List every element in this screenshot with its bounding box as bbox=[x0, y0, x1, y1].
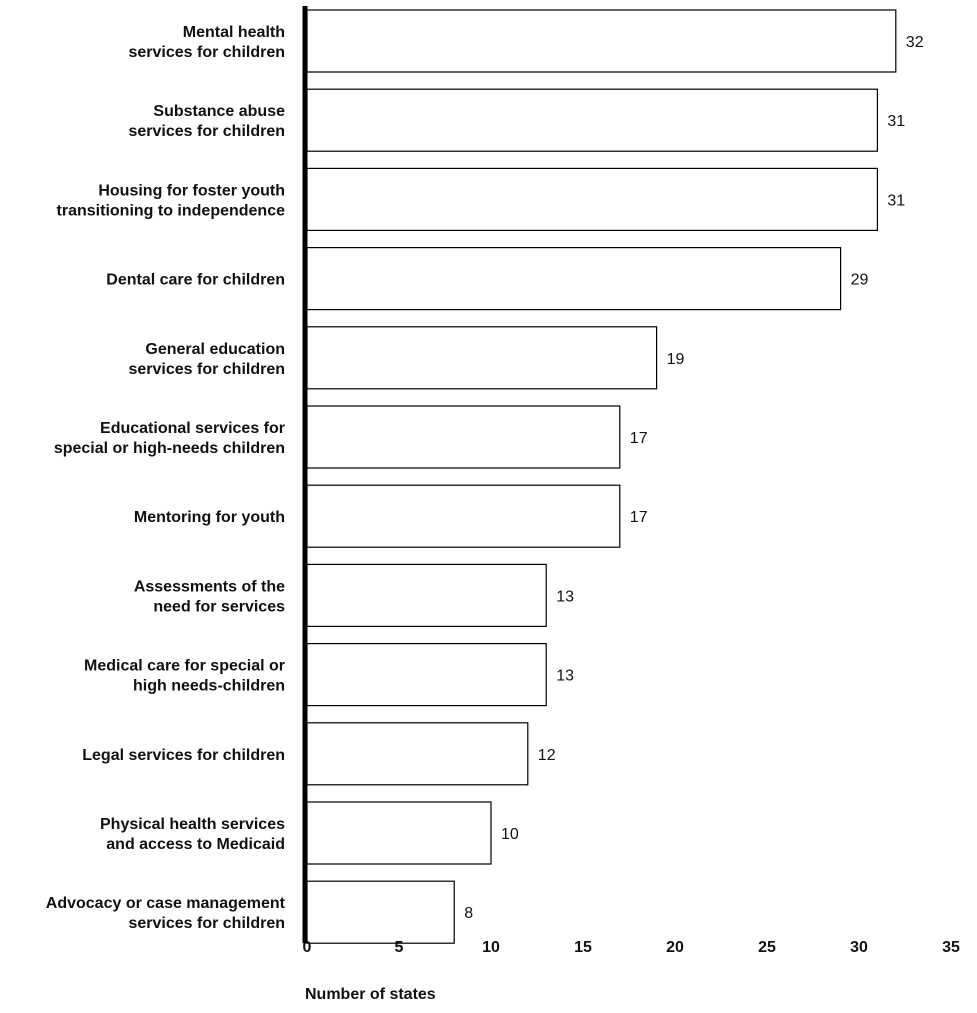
bar-value-label: 29 bbox=[851, 272, 869, 289]
x-tick-label: 20 bbox=[666, 939, 684, 956]
bar bbox=[306, 563, 547, 628]
category-label-line: services for children bbox=[128, 915, 285, 932]
category-label-line: special or high-needs children bbox=[54, 440, 285, 457]
x-tick-label: 35 bbox=[942, 939, 960, 956]
category-label-line: Mental health bbox=[183, 24, 285, 41]
bar-value-label: 32 bbox=[906, 34, 924, 51]
category-label: Legal services for children bbox=[82, 747, 285, 764]
bar bbox=[306, 484, 621, 548]
bar-value-label: 13 bbox=[556, 668, 574, 685]
bar bbox=[306, 326, 658, 390]
category-label-line: Dental care for children bbox=[106, 272, 285, 289]
bar bbox=[306, 880, 455, 944]
x-tick-label: 25 bbox=[758, 939, 776, 956]
bar bbox=[306, 247, 842, 311]
x-tick-label: 5 bbox=[395, 939, 404, 956]
category-label-line: Mentoring for youth bbox=[134, 509, 285, 526]
category-label: General education services for children bbox=[128, 341, 285, 378]
bar bbox=[306, 722, 529, 786]
category-label: Advocacy or case management services for … bbox=[46, 895, 286, 932]
category-label: Mentoring for youth bbox=[134, 509, 285, 526]
bar-value-label: 13 bbox=[556, 588, 574, 605]
bar bbox=[306, 88, 879, 152]
x-tick-labels-group: 0 5 10 15 20 25 30 35 bbox=[303, 939, 960, 956]
category-label-line: Educational services for bbox=[100, 420, 285, 437]
category-label: Mental health services for children bbox=[128, 24, 285, 61]
bar bbox=[306, 9, 897, 73]
category-label-line: Advocacy or case management bbox=[46, 895, 286, 912]
value-labels-group: 32 31 31 29 19 17 17 13 13 12 10 8 bbox=[464, 34, 923, 922]
x-tick-label: 30 bbox=[850, 939, 868, 956]
x-tick-label: 15 bbox=[574, 939, 592, 956]
category-label-line: high needs-children bbox=[133, 678, 285, 695]
bar-value-label: 8 bbox=[464, 905, 473, 922]
bar bbox=[306, 405, 621, 469]
x-tick-label: 0 bbox=[303, 939, 312, 956]
bar bbox=[306, 642, 547, 707]
bar-value-label: 12 bbox=[538, 747, 556, 764]
category-label-line: Physical health services bbox=[100, 816, 285, 833]
category-label-line: and access to Medicaid bbox=[106, 836, 285, 853]
category-label-line: Assessments of the bbox=[134, 578, 285, 595]
category-label-line: Substance abuse bbox=[153, 103, 285, 120]
bar-value-label: 17 bbox=[630, 430, 648, 447]
category-label-line: services for children bbox=[128, 361, 285, 378]
category-label-line: transitioning to independence bbox=[57, 202, 286, 219]
category-label-line: Medical care for special or bbox=[84, 658, 285, 675]
bar bbox=[306, 167, 879, 231]
category-labels-group: Mental health services for childrenSubsta… bbox=[46, 24, 286, 932]
x-tick-label: 10 bbox=[482, 939, 500, 956]
bar-value-label: 19 bbox=[667, 351, 685, 368]
category-label: Housing for foster youth transitioning to… bbox=[57, 182, 286, 219]
x-axis-title: Number of states bbox=[305, 986, 436, 1003]
category-label-line: services for children bbox=[128, 44, 285, 61]
bar-value-label: 17 bbox=[630, 509, 648, 526]
bar-value-label: 10 bbox=[501, 826, 519, 843]
category-label-line: need for services bbox=[153, 598, 285, 615]
category-label: Substance abuse services for children bbox=[128, 103, 285, 140]
bar-value-label: 31 bbox=[887, 192, 905, 209]
category-label: Dental care for children bbox=[106, 272, 285, 289]
bars-group bbox=[306, 9, 897, 944]
category-label: Educational services for special or high-… bbox=[54, 420, 285, 457]
category-label-line: General education bbox=[145, 341, 285, 358]
category-label: Physical health services and access to Me… bbox=[100, 816, 285, 853]
category-label: Assessments of the need for services bbox=[134, 578, 285, 615]
bar bbox=[306, 801, 492, 865]
category-label: Medical care for special or high needs-ch… bbox=[84, 658, 285, 695]
category-label-line: Housing for foster youth bbox=[98, 182, 285, 199]
category-label-line: Legal services for children bbox=[82, 747, 285, 764]
category-label-line: services for children bbox=[128, 123, 285, 140]
bar-value-label: 31 bbox=[887, 113, 905, 130]
